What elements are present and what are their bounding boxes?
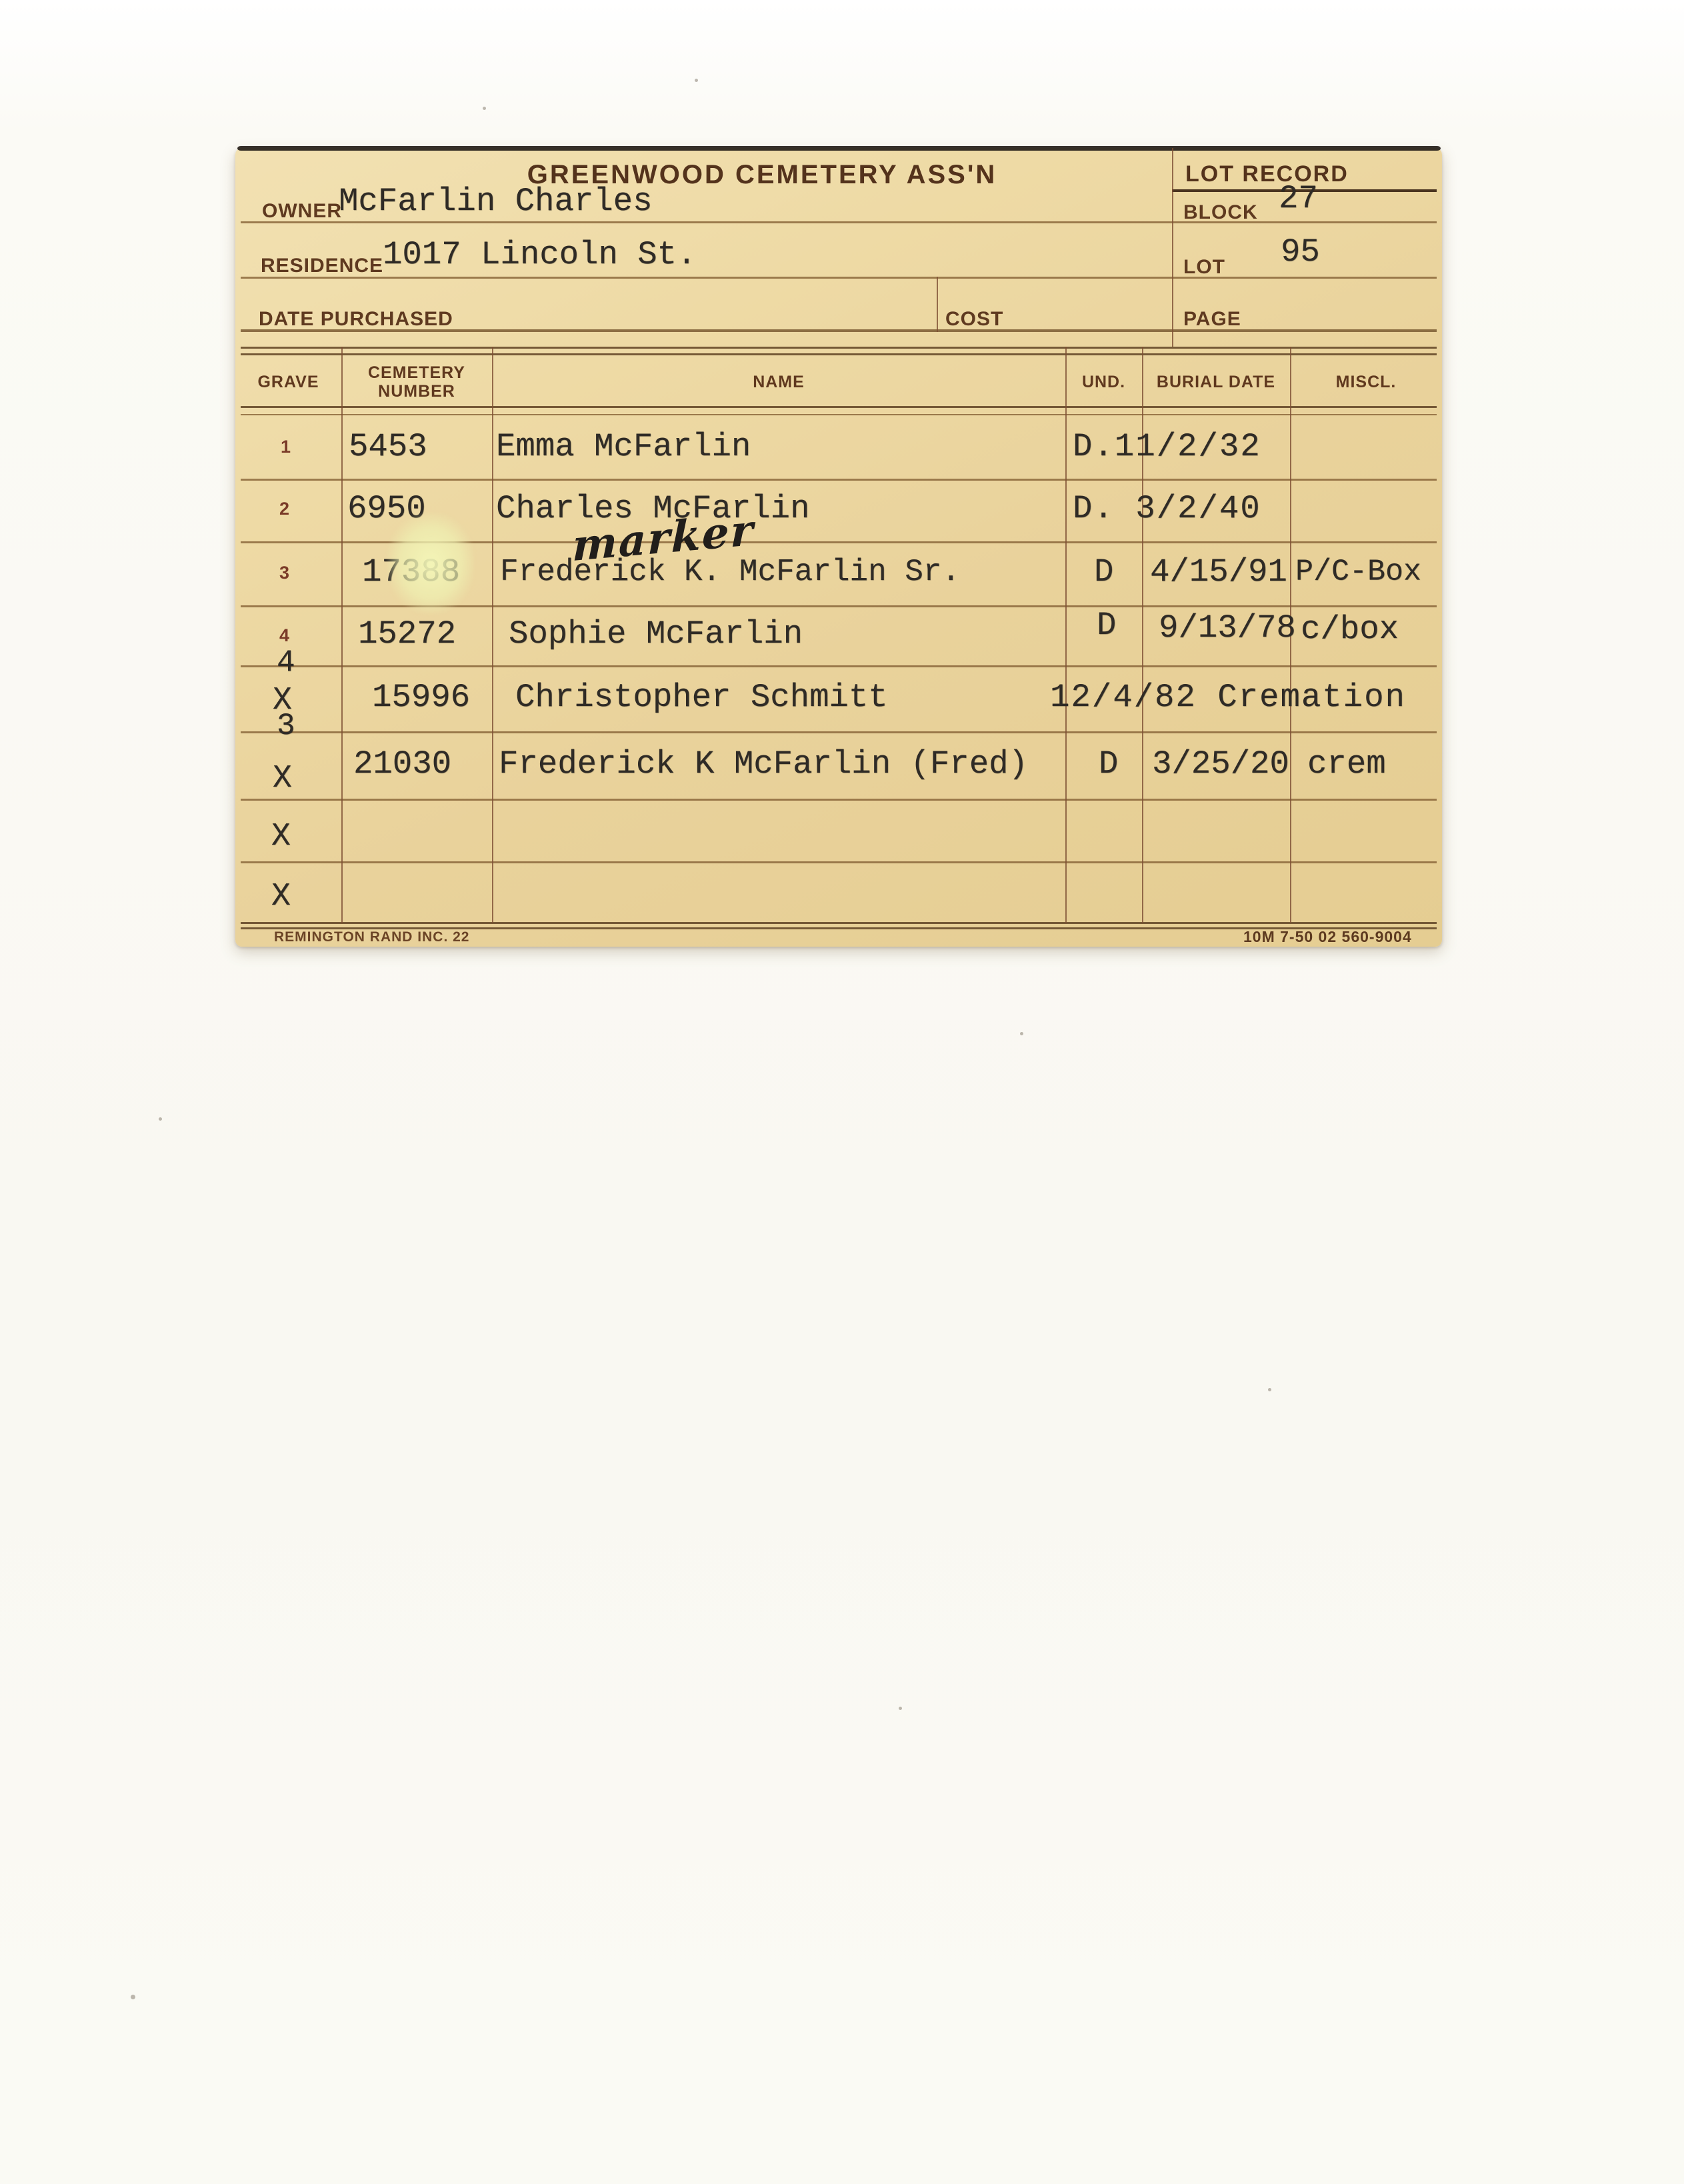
owner-value: McFarlin Charles — [339, 183, 653, 220]
und-burial-cell: D. 3/2/40 — [1073, 489, 1261, 527]
und-cell: D — [1097, 606, 1117, 644]
rule-table-bottom-a — [241, 922, 1437, 924]
col-header-miscl: MISCL. — [1335, 373, 1397, 391]
rule-row-5 — [241, 731, 1437, 733]
burial-date-cell: 9/13/78 — [1159, 609, 1296, 647]
rule-row-6 — [241, 799, 1437, 801]
rule-header-bottom-b — [241, 414, 1437, 415]
col-header-name: NAME — [753, 373, 805, 391]
date-purchased-label: DATE PURCHASED — [259, 308, 453, 330]
cemetery-number-cell: 5453 — [349, 427, 427, 465]
scan-speck — [695, 79, 698, 82]
name-cell: Charles McFarlin — [496, 489, 810, 527]
rule-row-3 — [241, 605, 1437, 607]
name-cell: Christopher Schmitt — [515, 678, 888, 716]
col-header-grave: GRAVE — [257, 373, 319, 391]
table-row: 3 X 21030 Frederick K McFarlin (Fred) D … — [235, 709, 1442, 799]
grave-cell: X — [271, 879, 291, 915]
table-row: 4 X 15996 Christopher Schmitt 12/4/82 Cr… — [235, 645, 1442, 731]
printer-imprint: REMINGTON RAND INC. 22 — [274, 929, 470, 945]
rule-residence — [241, 277, 1437, 279]
rule-date-purchased — [241, 329, 1437, 332]
name-cell: Sophie McFarlin — [509, 615, 803, 653]
rule-table-top-a — [241, 347, 1437, 349]
col-header-burial-date: BURIAL DATE — [1156, 373, 1276, 391]
owner-label: OWNER — [262, 200, 342, 222]
rule-table-top-b — [241, 353, 1437, 355]
und-cell: D — [1094, 553, 1114, 591]
miscl-cell: crem — [1307, 745, 1386, 783]
cost-label: COST — [945, 308, 1004, 330]
scan-speck — [159, 1117, 162, 1121]
und-cell: D — [1099, 745, 1119, 783]
burial-date-cell: 3/25/20 — [1152, 745, 1289, 783]
divider-lot-record-panel — [1172, 148, 1173, 347]
card-title: GREENWOOD CEMETERY ASS'N — [527, 160, 997, 189]
grave-cell: 4 — [279, 625, 290, 645]
divider-col-burial — [1290, 347, 1291, 923]
name-cell: Emma McFarlin — [496, 427, 751, 465]
block-label: BLOCK — [1183, 201, 1258, 223]
divider-col-grave — [341, 347, 343, 923]
grave-cell: 1 — [281, 437, 291, 457]
rule-owner — [241, 221, 1437, 223]
lot-label: LOT — [1183, 256, 1225, 278]
grave-cell: 3 — [279, 563, 290, 583]
und-burial-miscl-span: 12/4/82 Cremation — [1050, 678, 1406, 716]
residence-label: RESIDENCE — [261, 255, 384, 277]
grave-top-cell: 3 — [277, 709, 295, 743]
name-cell: Frederick K. McFarlin Sr. — [500, 554, 961, 589]
name-cell: Frederick K McFarlin (Fred) — [499, 745, 1028, 783]
lot-record-card: GREENWOOD CEMETERY ASS'N LOT RECORD OWNE… — [235, 146, 1442, 947]
correction-stain — [387, 513, 474, 613]
cemetery-number-cell: 21030 — [353, 745, 452, 783]
table-row: X — [235, 799, 1442, 861]
col-header-und: UND. — [1081, 373, 1126, 391]
table-row: 1 5453 Emma McFarlin D.11/2/32 — [235, 417, 1442, 479]
grave-cell: X — [273, 761, 292, 797]
table-row: X — [235, 861, 1442, 923]
scan-speck — [1268, 1388, 1271, 1391]
rule-row-4 — [241, 665, 1437, 667]
divider-col-cemetery — [492, 347, 493, 923]
miscl-cell: c/box — [1301, 610, 1399, 648]
scan-speck — [131, 1995, 135, 1999]
rule-table-bottom-b — [241, 927, 1437, 929]
residence-value: 1017 Lincoln St. — [383, 236, 697, 273]
scan-speck — [1020, 1032, 1023, 1035]
rule-row-1 — [241, 479, 1437, 481]
grave-cell: 2 — [279, 499, 290, 519]
lot-value: 95 — [1281, 233, 1320, 271]
scan-speck — [483, 107, 486, 110]
cemetery-number-cell: 15996 — [372, 678, 471, 716]
divider-cost — [937, 277, 938, 332]
divider-col-und — [1142, 347, 1143, 923]
rule-header-bottom-a — [241, 406, 1437, 408]
grave-cell: X — [271, 819, 291, 855]
col-header-cemetery-number: CEMETERY NUMBER — [368, 363, 465, 401]
grave-cell: X — [273, 683, 292, 719]
und-burial-cell: D.11/2/32 — [1073, 427, 1261, 465]
scan-speck — [899, 1707, 902, 1710]
form-number: 10M 7-50 02 560-9004 — [1243, 928, 1412, 945]
grave-top-cell: 4 — [277, 645, 295, 680]
cemetery-number-cell: 15272 — [358, 615, 457, 653]
lot-record-underline — [1172, 189, 1437, 192]
miscl-cell: P/C-Box — [1295, 555, 1422, 589]
block-value: 27 — [1279, 180, 1318, 217]
rule-row-2 — [241, 541, 1437, 543]
rule-row-7 — [241, 861, 1437, 863]
burial-date-cell: 4/15/91 — [1150, 553, 1287, 591]
lot-record-label: LOT RECORD — [1185, 161, 1349, 187]
page-label: PAGE — [1183, 308, 1241, 330]
table-row: 4 15272 Sophie McFarlin D 9/13/78 c/box — [235, 605, 1442, 665]
divider-col-name — [1065, 347, 1067, 923]
